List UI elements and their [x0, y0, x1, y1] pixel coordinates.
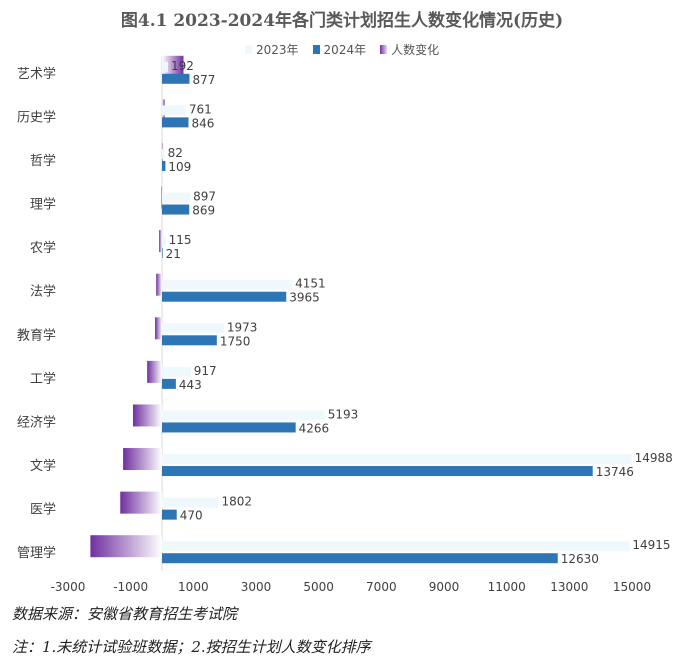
data-label-2023: 14988	[635, 451, 673, 465]
footnote: 注：1.未统计试验班数据；2.按招生计划人数变化排序	[12, 638, 371, 656]
x-tick-label: -1000	[113, 580, 148, 594]
legend-label-2023: 2023年	[256, 43, 299, 57]
data-label-2023: 82	[168, 146, 183, 160]
bar-2023	[162, 541, 630, 552]
data-label-2023: 192	[171, 59, 194, 73]
legend: 2023年 2024年 人数变化	[245, 41, 439, 58]
bar-2024	[162, 422, 296, 433]
bar-change	[90, 535, 162, 558]
bar-2023	[162, 366, 191, 377]
chart-title: 图4.1 2023-2024年各门类计划招生人数变化情况(历史)	[120, 11, 564, 31]
legend-swatch-2024	[312, 45, 320, 54]
category-label: 艺术学	[17, 66, 56, 82]
data-label-2024: 13746	[596, 465, 634, 479]
bar-2024	[162, 73, 190, 84]
x-tick-label: -3000	[51, 580, 86, 594]
bar-2024	[162, 553, 558, 564]
legend-label-2024: 2024年	[323, 43, 367, 57]
category-label: 医学	[30, 502, 56, 518]
bar-2023	[162, 148, 165, 159]
bar-2024	[162, 248, 163, 259]
x-tick-label: 5000	[303, 580, 334, 594]
data-label-2024: 443	[179, 378, 202, 392]
x-tick-label: 15000	[613, 580, 651, 594]
bar-2024	[162, 160, 166, 171]
bar-change	[155, 317, 162, 340]
category-label: 教育学	[17, 327, 56, 343]
data-label-2023: 897	[193, 190, 216, 204]
category-label: 法学	[30, 284, 56, 300]
bar-2023	[162, 61, 169, 72]
data-label-2024: 877	[192, 73, 215, 87]
data-label-2024: 869	[192, 204, 215, 218]
data-label-2023: 5193	[328, 407, 359, 421]
legend-swatch-2023	[245, 45, 252, 54]
data-label-2024: 21	[166, 247, 181, 261]
data-label-2024: 1750	[220, 334, 251, 348]
bar-change	[123, 448, 162, 471]
bar-change	[132, 404, 162, 427]
data-label-2023: 917	[194, 364, 217, 378]
category-label: 经济学	[17, 414, 56, 430]
bar-2023	[162, 236, 166, 247]
data-label-2023: 1802	[221, 495, 252, 509]
bar-change	[147, 360, 162, 383]
legend-item-2024: 2024年	[312, 41, 367, 58]
bar-2023	[162, 497, 219, 508]
legend-item-change: 人数变化	[380, 41, 439, 58]
x-tick-label: 3000	[241, 580, 272, 594]
bar-2024	[162, 335, 217, 346]
data-label-2024: 846	[192, 116, 215, 130]
data-label-2023: 14915	[632, 538, 670, 552]
legend-swatch-change	[380, 45, 388, 54]
x-tick-label: 1000	[178, 580, 209, 594]
bar-2024	[162, 509, 177, 520]
x-tick-label: 9000	[429, 580, 460, 594]
data-label-2023: 1973	[227, 320, 258, 334]
bar-change	[162, 55, 184, 78]
data-label-2024: 109	[168, 160, 191, 174]
data-label-2024: 4266	[299, 421, 330, 435]
bar-2024	[162, 117, 189, 128]
category-label: 文学	[30, 458, 56, 474]
category-label: 管理学	[17, 545, 56, 561]
bar-change	[156, 273, 162, 296]
bar-2023	[162, 323, 224, 334]
bar-2024	[162, 378, 176, 389]
data-label-2023: 4151	[295, 277, 326, 291]
data-label-2023: 115	[169, 233, 192, 247]
bar-2023	[162, 279, 293, 290]
data-label-2024: 12630	[561, 552, 599, 566]
bar-2024	[162, 291, 287, 302]
data-label-2023: 761	[189, 102, 212, 116]
category-label: 历史学	[17, 109, 56, 125]
category-label: 哲学	[30, 153, 56, 169]
source-note: 数据来源：安徽省教育招生考试院	[12, 605, 238, 623]
bar-change	[159, 230, 162, 253]
x-tick-label: 13000	[550, 580, 588, 594]
legend-item-2023: 2023年	[245, 41, 299, 58]
category-label: 理学	[30, 197, 56, 213]
bar-2023	[162, 454, 632, 465]
bar-change	[161, 186, 162, 209]
data-label-2024: 3965	[289, 291, 320, 305]
bar-2023	[162, 192, 191, 203]
bar-2024	[162, 466, 593, 477]
x-tick-label: 11000	[488, 580, 526, 594]
bar-2023	[162, 410, 325, 421]
category-label: 农学	[30, 240, 56, 256]
bar-change	[120, 491, 162, 514]
bar-2024	[162, 204, 190, 215]
x-tick-label: 7000	[366, 580, 397, 594]
category-label: 工学	[30, 371, 56, 387]
data-label-2024: 470	[180, 509, 203, 523]
legend-label-change: 人数变化	[391, 43, 440, 57]
bar-2023	[162, 105, 186, 116]
